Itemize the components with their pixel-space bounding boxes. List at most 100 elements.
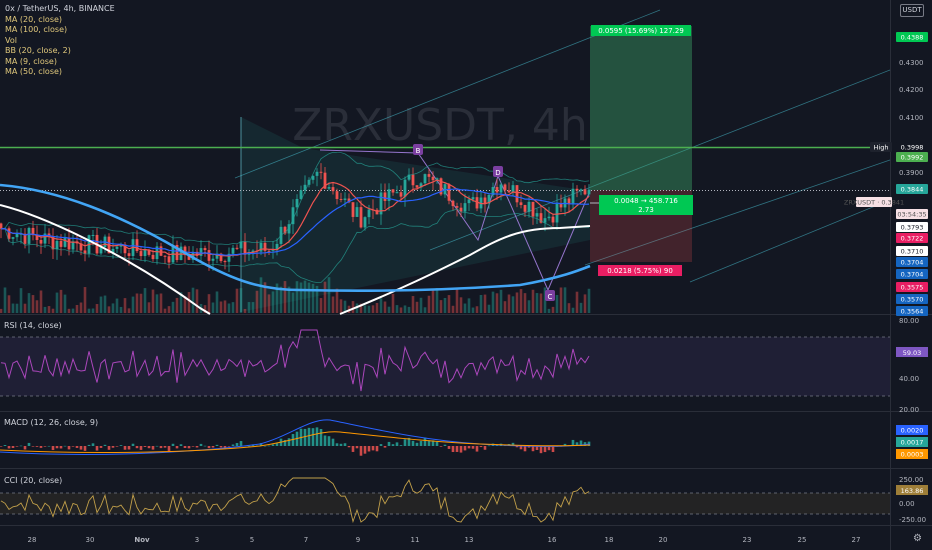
volume-bar <box>251 302 255 313</box>
candle <box>415 185 419 188</box>
macd-bar <box>551 446 555 452</box>
legend-vol[interactable]: Vol <box>5 35 17 45</box>
macd-bar <box>427 440 431 446</box>
macd-bar <box>463 446 467 451</box>
macd-bar <box>163 446 167 448</box>
gear-icon[interactable]: ⚙ <box>913 533 922 544</box>
candle <box>39 239 43 244</box>
volume-bar <box>139 293 143 313</box>
volume-bar <box>0 308 3 313</box>
volume-bar <box>367 305 371 313</box>
candle <box>243 241 247 255</box>
legend-ma50[interactable]: MA (50, close) <box>5 67 63 76</box>
volume-bar <box>51 308 55 313</box>
volume-bar <box>147 302 151 313</box>
volume-bar <box>211 302 215 313</box>
pattern-point-label: C <box>548 293 553 301</box>
volume-bar <box>103 295 107 313</box>
candle <box>183 246 187 256</box>
macd-bar <box>307 427 311 446</box>
candle <box>583 189 587 195</box>
volume-bar <box>403 305 407 313</box>
candle <box>179 246 183 260</box>
candle <box>299 190 303 199</box>
volume-bar <box>527 300 531 313</box>
price-label: 0.3575 <box>901 284 924 292</box>
macd-bar <box>159 446 163 449</box>
currency-button[interactable]: USDT <box>900 4 924 17</box>
macd-bar <box>423 437 427 446</box>
price-label-box <box>896 269 928 279</box>
macd-bar <box>39 446 43 448</box>
candle <box>471 197 475 200</box>
volume-bar <box>71 308 75 313</box>
macd-bar <box>487 445 491 447</box>
price-label-box <box>896 142 928 152</box>
time-axis[interactable]: 28 30 Nov 3 5 7 9 11 13 16 18 20 23 25 27 <box>28 536 861 544</box>
macd-bar <box>207 446 211 449</box>
macd-bar <box>395 442 399 446</box>
candle <box>235 247 239 249</box>
rsi-value: 59.03 <box>903 349 922 357</box>
time-tick: 20 <box>659 536 668 544</box>
channel-line <box>689 199 891 283</box>
macd-bar <box>411 440 415 446</box>
symbol-title[interactable]: 0x / TetherUS, 4h, BINANCE <box>5 4 115 13</box>
macd-bar <box>107 446 111 450</box>
volume-bar <box>327 277 331 313</box>
price-label: 0.3710 <box>901 248 924 256</box>
macd-bar <box>343 443 347 446</box>
volume-bar <box>151 289 155 313</box>
macd-value-box <box>896 449 928 459</box>
volume-bar <box>483 294 487 313</box>
candle <box>35 235 39 240</box>
price-label: High <box>874 144 889 152</box>
macd-bar <box>403 439 407 446</box>
price-axis[interactable]: 0.4300 0.4200 0.4100 0.3900 0.4388 High 0.3998… <box>844 32 928 316</box>
price-label-box <box>896 257 928 267</box>
candle <box>451 200 455 207</box>
volume-bar <box>231 302 235 313</box>
volume-bar <box>271 291 275 313</box>
legend-ma20[interactable]: MA (20, close) <box>5 14 63 24</box>
macd-bar <box>199 443 203 446</box>
candle <box>287 224 291 234</box>
macd-value-box <box>896 425 928 435</box>
macd-bar <box>151 446 155 450</box>
macd-bar <box>195 446 199 448</box>
candle <box>123 244 127 254</box>
candle <box>207 250 211 261</box>
candle <box>79 243 83 251</box>
macd-bar <box>375 446 379 452</box>
macd-bar <box>451 446 455 453</box>
volume-bar <box>291 292 295 313</box>
candle <box>543 218 547 223</box>
candle <box>163 255 167 257</box>
price-label: 0.3722 <box>901 235 924 243</box>
price-tick: 0.3900 <box>899 169 924 177</box>
volume-bar <box>3 287 7 313</box>
volume-bar <box>183 296 187 313</box>
volume-bar <box>115 298 119 313</box>
volume-bar <box>27 293 31 313</box>
price-label: 0.3793 <box>901 224 924 232</box>
legend-bb[interactable]: BB (20, close, 2) <box>5 46 71 55</box>
candle <box>351 202 355 217</box>
macd-bar <box>59 446 63 449</box>
current-label-box <box>599 195 693 215</box>
price-label: 0.3704 <box>901 271 924 279</box>
price-label: ZRXUSDT · 0.3841 <box>844 199 904 207</box>
legend-ma9[interactable]: MA (9, close) <box>5 56 57 66</box>
macd-bar <box>527 446 531 448</box>
ma20-line <box>0 188 590 256</box>
time-tick: 30 <box>86 536 95 544</box>
bollinger-lower <box>0 208 590 283</box>
legend-ma100[interactable]: MA (100, close) <box>5 25 68 34</box>
volume-bar <box>467 298 471 313</box>
cci-pane: CCI (20, close) 250.00 0.00 -250.00 163.86 <box>0 476 928 524</box>
volume-bar <box>543 287 547 313</box>
macd-bar <box>35 446 39 447</box>
rsi-tick: 20.00 <box>899 406 919 414</box>
macd-bar <box>19 445 23 447</box>
